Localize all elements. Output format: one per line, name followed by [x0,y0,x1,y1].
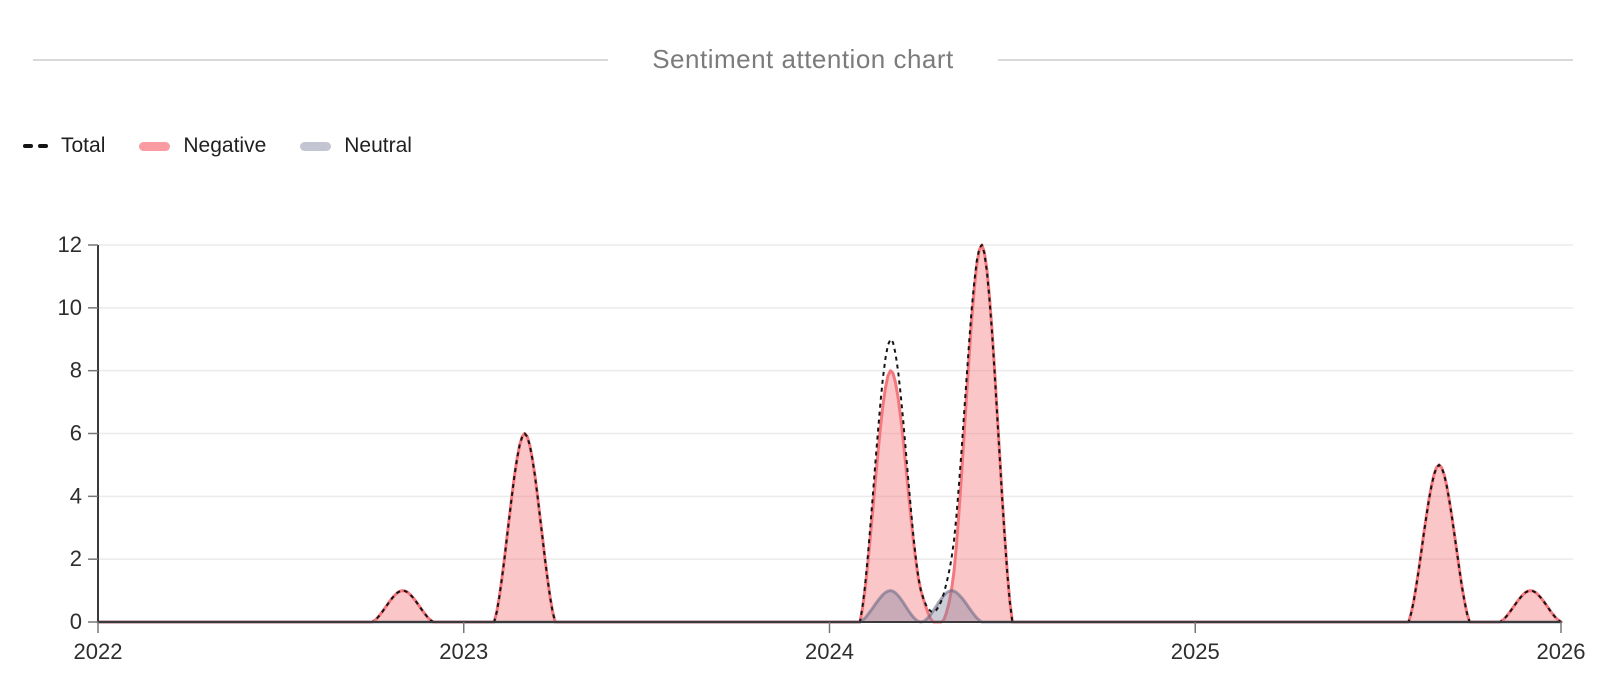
x-axis-label: 2023 [439,639,488,664]
neutral-area-swatch-icon [300,141,332,151]
legend-item-total[interactable]: Total [23,134,105,158]
neutral-area [98,590,1561,622]
x-axis-label: 2025 [1171,639,1220,664]
negative-area-swatch-icon [139,141,171,151]
legend-label: Total [61,134,106,157]
legend-label: Neutral [344,134,412,157]
y-axis-label: 12 [58,232,82,257]
x-axis-label: 2026 [1537,639,1586,664]
page-title: Sentiment attention chart [652,44,954,74]
neutral-line [96,589,1563,624]
y-axis-label: 2 [70,546,82,571]
title-divider-left [33,58,609,61]
chart-title-row: Sentiment attention chart [33,44,1573,75]
legend-item-neutral[interactable]: Neutral [300,134,412,158]
y-axis-label: 8 [70,358,82,383]
legend-item-negative[interactable]: Negative [139,134,266,158]
y-axis-label: 4 [70,483,82,508]
y-axis-label: 10 [58,295,82,320]
legend-label: Negative [183,134,267,157]
x-axis-label: 2022 [74,639,123,664]
y-axis-label: 6 [70,421,82,446]
x-axis-label: 2024 [805,639,854,664]
title-divider-right [997,58,1573,61]
dashed-line-swatch-icon [23,144,48,148]
chart-legend: Total Negative Neutral [23,134,412,158]
y-axis-label: 0 [70,609,82,634]
